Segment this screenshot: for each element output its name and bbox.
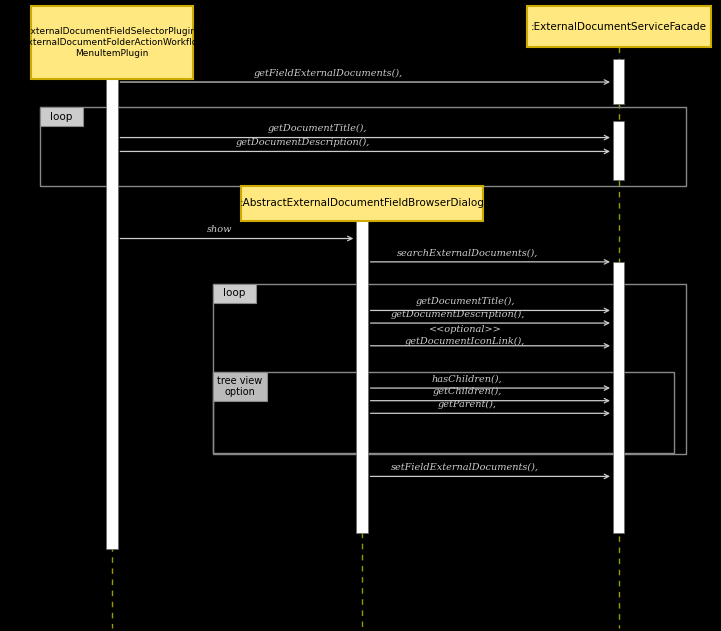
Text: getParent(),: getParent(),: [438, 400, 497, 409]
Bar: [356, 221, 368, 533]
Text: :ExternalDocumentServiceFacade: :ExternalDocumentServiceFacade: [531, 22, 707, 32]
Bar: [40, 107, 83, 126]
Text: :AbstractExternalDocumentFieldBrowserDialog: :AbstractExternalDocumentFieldBrowserDia…: [239, 199, 485, 208]
Text: setFieldExternalDocuments(),: setFieldExternalDocuments(),: [391, 463, 539, 472]
Bar: [613, 262, 624, 533]
Bar: [106, 59, 118, 549]
Bar: [526, 6, 710, 47]
Text: tree view
option: tree view option: [217, 376, 262, 397]
Bar: [213, 372, 267, 401]
Text: getDocumentDescription(),: getDocumentDescription(),: [236, 138, 370, 147]
Bar: [241, 186, 483, 221]
Text: show: show: [207, 225, 233, 234]
Text: <<optional>>: <<optional>>: [429, 326, 501, 334]
Bar: [213, 284, 256, 303]
Bar: [213, 284, 686, 454]
Bar: [613, 59, 624, 104]
Text: getFieldExternalDocuments(),: getFieldExternalDocuments(),: [253, 69, 403, 78]
Bar: [30, 6, 193, 79]
Text: loop: loop: [223, 288, 246, 298]
Text: getDocumentTitle(),: getDocumentTitle(),: [267, 124, 367, 133]
Bar: [613, 121, 624, 180]
Text: getChildren(),: getChildren(),: [433, 387, 502, 396]
Text: :ExternalDocumentFieldSelectorPlugin /
:ExternalDocumentFolderActionWorkflow
Men: :ExternalDocumentFieldSelectorPlugin / :…: [19, 27, 205, 58]
Text: searchExternalDocuments(),: searchExternalDocuments(),: [397, 249, 538, 257]
Text: hasChildren(),: hasChildren(),: [432, 375, 503, 384]
Text: getDocumentTitle(),: getDocumentTitle(),: [415, 297, 515, 306]
Text: loop: loop: [50, 112, 73, 122]
Bar: [213, 372, 674, 453]
Text: getDocumentIconLink(),: getDocumentIconLink(),: [405, 337, 525, 346]
Bar: [40, 107, 686, 186]
Text: getDocumentDescription(),: getDocumentDescription(),: [391, 310, 525, 319]
